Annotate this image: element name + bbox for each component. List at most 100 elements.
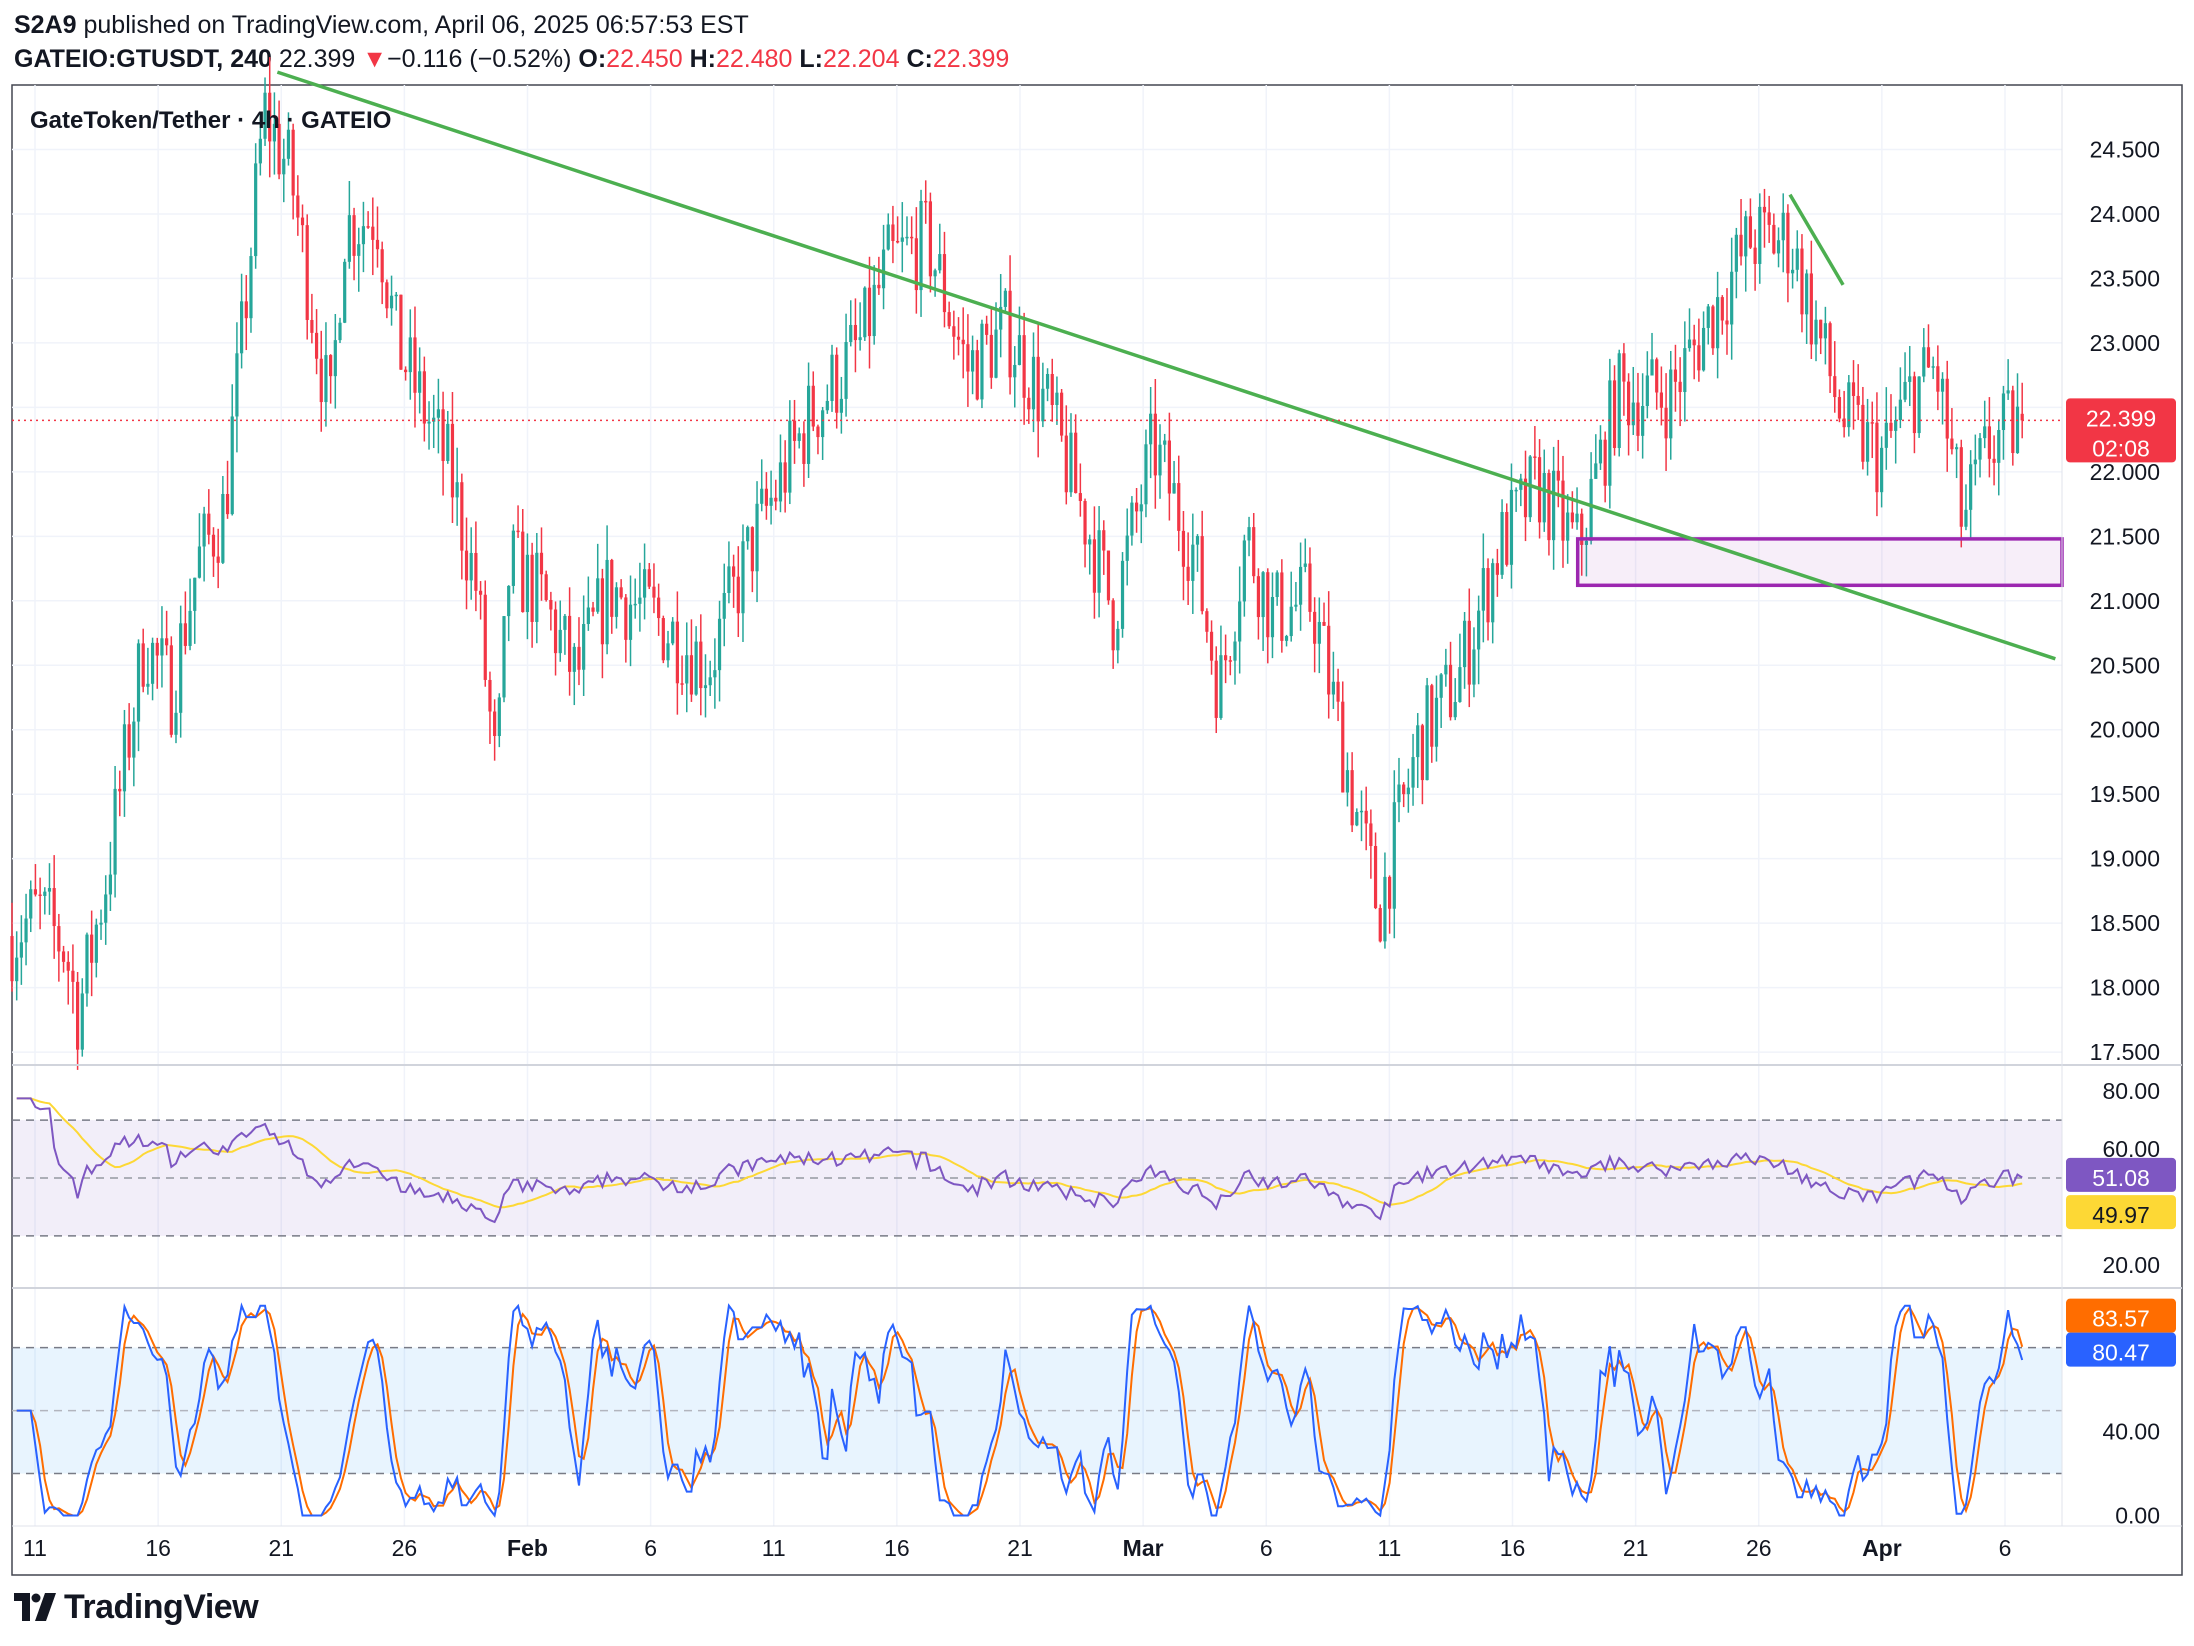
candle-body [535, 552, 539, 622]
candle-body [1434, 697, 1439, 747]
candle-body [1800, 248, 1804, 315]
candle-body [118, 788, 122, 792]
candle-body [652, 586, 656, 598]
candle-body [244, 301, 248, 319]
candle-body [188, 610, 192, 646]
candle-body [507, 585, 511, 617]
candle-body [699, 641, 703, 689]
candle-body [1922, 347, 1926, 377]
support-zone [1575, 537, 2064, 588]
candle-body [1069, 432, 1073, 493]
candle-body [1467, 620, 1471, 685]
author-name[interactable]: S2A9 [14, 11, 77, 39]
candle-body [1477, 610, 1481, 650]
candle-body [1097, 530, 1101, 593]
candle-body [169, 645, 173, 735]
candle-body [132, 721, 136, 758]
candle-body [80, 993, 84, 1050]
candle-body [680, 683, 684, 685]
candle-body [1228, 660, 1232, 662]
candle-body [291, 129, 295, 196]
candle-body [1106, 550, 1111, 601]
rsi-ma-tag-bg [2066, 1195, 2176, 1230]
candle-body [783, 462, 787, 493]
candle-body [235, 353, 239, 417]
candle-body [38, 894, 42, 897]
candle-body [956, 336, 961, 340]
price-axis-label: 19.000 [2090, 846, 2160, 872]
candle-body [1716, 297, 1720, 349]
candle-body [1720, 297, 1724, 321]
candle-body [1753, 247, 1757, 264]
x-axis-label: 26 [1746, 1535, 1772, 1561]
candle-body [774, 497, 778, 502]
candle-body [1762, 206, 1767, 213]
candle-body [10, 936, 14, 982]
candle-body [1008, 290, 1012, 378]
candle-body [1416, 725, 1420, 758]
candle-body [146, 683, 150, 687]
candle-body [1125, 535, 1129, 561]
candle-body [61, 951, 66, 962]
candle-body [1814, 319, 1818, 345]
candle-body [633, 603, 637, 606]
candle-body [1186, 566, 1190, 581]
candle-body [1266, 572, 1270, 638]
candle-body [675, 621, 679, 684]
candle-body [980, 323, 984, 400]
candle-body [924, 200, 928, 203]
candle-body [816, 426, 820, 438]
candle-body [830, 354, 834, 401]
candle-body [821, 410, 825, 438]
candle-body [216, 556, 220, 563]
candle-body [90, 934, 94, 963]
candle-body [272, 123, 277, 142]
candle-body [1397, 784, 1401, 803]
candle-body [703, 685, 708, 689]
candle-body [108, 874, 113, 895]
candle-body [460, 482, 464, 551]
candle-body [1294, 604, 1298, 607]
candle-body [1078, 493, 1082, 501]
candle-body [1964, 509, 1968, 527]
candle-body [1303, 563, 1307, 567]
candle-body [802, 433, 806, 464]
candle-body [1617, 353, 1621, 448]
candle-body [1448, 664, 1453, 718]
candle-body [1650, 359, 1654, 376]
candle-body [1195, 536, 1200, 545]
candle-body [722, 592, 726, 619]
candle-body [666, 643, 670, 661]
candle-body [371, 226, 375, 240]
candle-body [478, 590, 483, 595]
candle-body [375, 239, 380, 250]
candle-body [422, 371, 426, 424]
candle-body [1987, 426, 1991, 459]
candle-body [1978, 438, 1982, 460]
candle-body [905, 236, 909, 239]
candle-body [455, 482, 459, 498]
candle-body [1134, 502, 1139, 512]
candle-body [938, 254, 942, 271]
candle-body [1734, 234, 1738, 272]
candle-body [1687, 339, 1692, 349]
candle-body [380, 249, 384, 283]
candle-body [1284, 636, 1289, 641]
candle-body [886, 224, 890, 250]
price-axis-label: 18.500 [2090, 910, 2160, 936]
candle-body [418, 371, 422, 393]
price-axis-label: 22.000 [2090, 459, 2160, 485]
candle-body [1153, 413, 1157, 476]
candle-body [1247, 527, 1251, 541]
candle-body [47, 888, 52, 892]
candle-body [1144, 444, 1148, 505]
publish-line: S2A9 published on TradingView.com, April… [14, 8, 1009, 42]
price-axis-label: 18.000 [2090, 975, 2160, 1001]
candle-body [282, 158, 286, 175]
candle-body [1842, 418, 1846, 428]
candle-body [127, 724, 131, 758]
candle-body [1074, 432, 1078, 494]
candle-body [741, 541, 745, 614]
candle-body [1833, 376, 1837, 398]
